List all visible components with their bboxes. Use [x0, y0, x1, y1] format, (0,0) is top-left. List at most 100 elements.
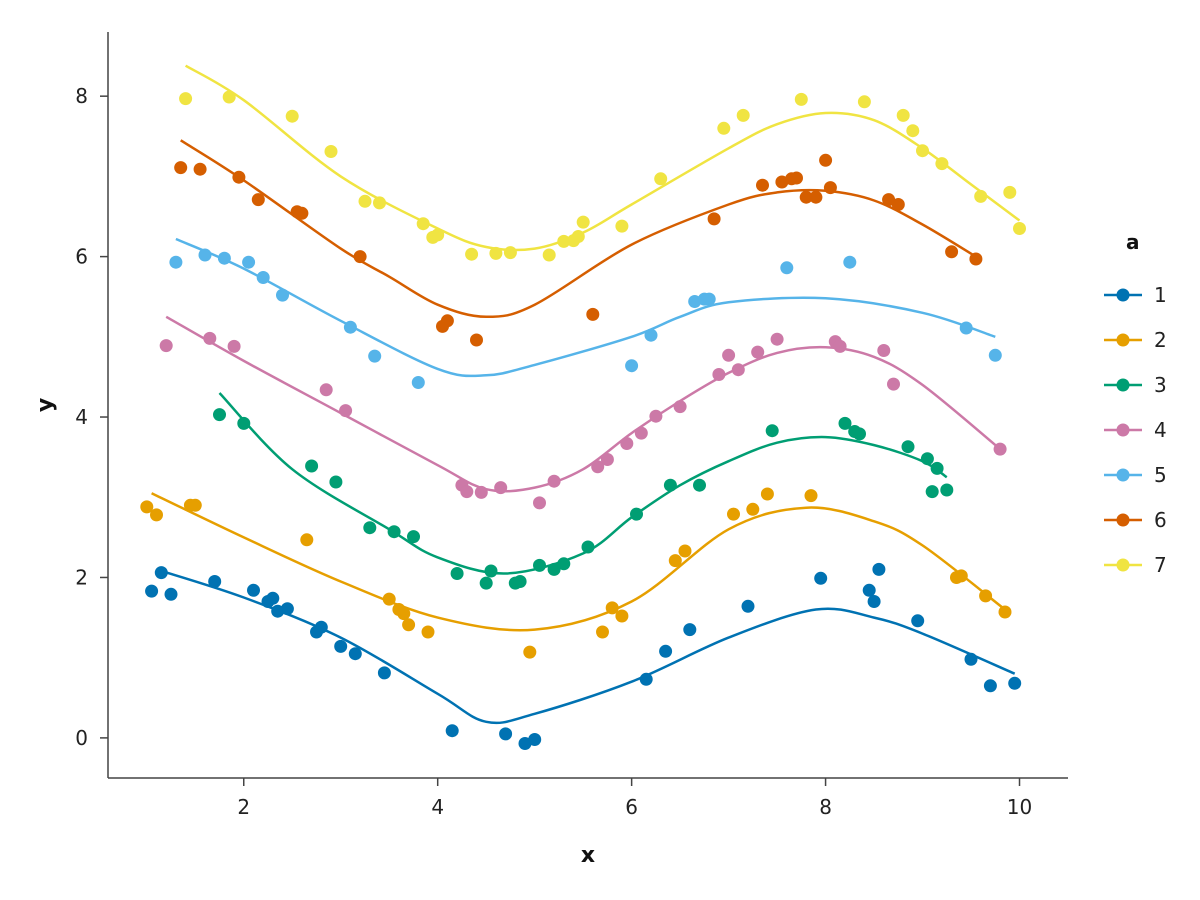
y-ticks: 0 2 4 6 8: [75, 84, 108, 750]
data-point-series-4: [770, 332, 784, 346]
data-point-series-1: [164, 587, 178, 601]
data-point-series-1: [499, 727, 513, 741]
data-point-series-3: [663, 478, 677, 492]
data-point-series-2: [615, 609, 629, 623]
data-point-series-7: [906, 124, 920, 138]
data-point-series-4: [339, 404, 353, 418]
data-point-series-4: [634, 426, 648, 440]
data-point-series-7: [285, 109, 299, 123]
data-point-series-6: [891, 198, 905, 211]
data-point-series-2: [140, 500, 154, 514]
data-point-series-3: [484, 564, 498, 578]
y-tick-label: 8: [75, 84, 88, 108]
fit-line-series-1: [156, 568, 1016, 725]
data-point-series-6: [882, 193, 896, 207]
data-point-series-1: [814, 571, 828, 585]
data-point-series-4: [474, 485, 488, 499]
data-point-series-1: [741, 599, 755, 613]
data-point-series-7: [717, 121, 731, 135]
data-point-series-2: [605, 601, 619, 615]
data-point-series-7: [489, 246, 503, 260]
legend-item-6: 6: [1104, 508, 1167, 532]
legend-marker: [1116, 288, 1130, 302]
data-point-series-3: [450, 567, 464, 580]
data-point-series-6: [756, 178, 769, 192]
data-point-series-6: [969, 252, 983, 266]
legend-marker: [1116, 513, 1130, 527]
legend-marker: [1116, 423, 1130, 437]
data-point-series-3: [901, 440, 915, 454]
data-point-series-1: [964, 652, 978, 666]
legend-item-1: 1: [1104, 283, 1167, 307]
data-point-series-7: [431, 228, 445, 242]
data-point-series-7: [416, 217, 430, 231]
data-point-series-5: [198, 248, 212, 262]
data-point-series-4: [712, 368, 726, 381]
data-point-series-4: [722, 348, 736, 362]
data-point-series-5: [368, 349, 382, 363]
data-point-series-2: [668, 554, 682, 568]
fit-line-series-6: [180, 139, 977, 319]
data-point-series-2: [998, 605, 1012, 619]
data-point-series-5: [256, 271, 270, 284]
data-point-series-4: [547, 474, 561, 488]
data-point-series-7: [542, 248, 556, 262]
data-point-series-2: [727, 507, 740, 521]
data-point-series-4: [649, 409, 663, 423]
fit-line-series-7: [184, 64, 1021, 252]
data-point-series-7: [557, 234, 571, 248]
data-point-series-2: [596, 625, 609, 639]
y-axis-title: y: [33, 398, 58, 412]
x-tick-label: 8: [819, 795, 832, 819]
data-point-series-4: [993, 442, 1007, 456]
data-point-series-1: [208, 575, 222, 588]
legend-item-2: 2: [1104, 328, 1167, 352]
data-point-series-6: [823, 181, 837, 195]
data-point-series-6: [295, 206, 309, 220]
data-point-series-1: [867, 595, 881, 608]
data-point-series-1: [280, 602, 294, 616]
data-point-series-5: [242, 255, 256, 269]
data-point-series-3: [213, 408, 226, 422]
data-point-series-4: [887, 377, 900, 391]
data-point-series-7: [615, 219, 629, 233]
data-point-series-6: [586, 307, 600, 321]
data-point-series-6: [174, 161, 188, 175]
data-point-series-1: [862, 583, 876, 597]
data-point-series-1: [247, 583, 260, 597]
data-point-series-5: [702, 292, 716, 306]
data-point-series-6: [945, 245, 959, 259]
data-point-series-5: [843, 255, 857, 269]
data-point-series-6: [707, 212, 721, 226]
data-point-series-2: [954, 569, 968, 583]
data-point-series-2: [397, 607, 411, 621]
data-point-series-3: [920, 452, 934, 466]
data-point-series-6: [470, 333, 483, 347]
data-point-series-6: [193, 162, 207, 176]
data-point-series-4: [203, 331, 217, 345]
data-point-series-7: [503, 246, 517, 260]
data-point-series-7: [857, 95, 871, 109]
data-points: [140, 90, 1026, 750]
legend-marker: [1116, 468, 1130, 482]
data-point-series-4: [159, 339, 173, 353]
axes: 2 4 6 8 10 0 2 4 6 8: [75, 32, 1068, 819]
x-axis-title: x: [581, 843, 595, 868]
data-point-series-4: [673, 400, 687, 414]
legend-label: 7: [1154, 553, 1167, 577]
data-point-series-3: [693, 478, 706, 492]
data-point-series-3: [853, 427, 866, 441]
data-point-series-3: [513, 575, 527, 588]
data-point-series-5: [343, 320, 357, 334]
data-point-series-3: [387, 525, 401, 539]
data-point-series-5: [169, 255, 183, 269]
data-point-series-3: [930, 461, 944, 475]
data-point-series-2: [382, 592, 396, 606]
data-point-series-7: [974, 189, 988, 203]
data-point-series-5: [959, 321, 973, 335]
fit-line-series-5: [175, 237, 996, 378]
legend-label: 4: [1154, 418, 1167, 442]
data-point-series-7: [222, 90, 236, 104]
fit-line-series-2: [151, 492, 1006, 632]
data-point-series-5: [276, 288, 289, 302]
